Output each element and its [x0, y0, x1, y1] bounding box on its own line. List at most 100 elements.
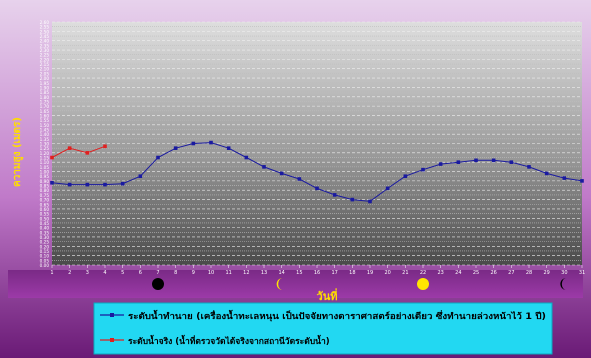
- x-tick-label: 29: [543, 270, 549, 276]
- y-tick-label: 2.35: [40, 43, 50, 48]
- x-tick-label: 5: [121, 270, 124, 276]
- x-tick-label: 25: [473, 270, 479, 276]
- y-axis-label: ความสูง (เมตร): [12, 117, 24, 187]
- data-point-predicted: [85, 182, 90, 187]
- legend-marker-predicted: [110, 313, 114, 317]
- data-point-predicted: [120, 181, 125, 186]
- x-axis-label: วันที่: [317, 288, 338, 303]
- y-tick-label: 0.90: [40, 179, 50, 184]
- x-tick-label: 7: [156, 270, 159, 276]
- data-point-predicted: [438, 162, 443, 166]
- data-point-predicted: [156, 155, 160, 160]
- y-tick-label: 1.45: [40, 127, 50, 132]
- legend-label-predicted: ระดับน้ำทำนาย (เครื่องน้ำทะเลหนุน เป็นปั…: [128, 309, 546, 322]
- y-tick-label: 2.50: [40, 29, 50, 34]
- moon-phases: [152, 278, 567, 290]
- y-tick-label: 2.15: [40, 62, 50, 67]
- x-tick-label: 23: [437, 270, 443, 276]
- y-tick-label: 1.80: [40, 95, 50, 100]
- data-point-predicted: [332, 193, 337, 197]
- y-tick-label: 1.70: [40, 104, 50, 109]
- y-tick-label: 0.20: [40, 244, 50, 249]
- y-tick-label: 1.35: [40, 137, 50, 142]
- y-tick-label: 0.15: [40, 249, 50, 254]
- y-tick-label: 1.90: [40, 85, 50, 90]
- x-tick-label: 6: [139, 270, 142, 276]
- x-tick-label: 20: [384, 270, 390, 276]
- y-tick-label: 1.10: [40, 160, 50, 165]
- y-tick-label: 0.65: [40, 202, 50, 207]
- x-tick-label: 9: [192, 270, 195, 276]
- y-tick-label: 1.75: [40, 99, 50, 104]
- x-tick-label: 15: [296, 270, 302, 276]
- data-point-predicted: [103, 182, 107, 187]
- data-point-predicted: [209, 140, 213, 145]
- x-axis-ticks: 1 2 3 4 5 6 7 8 9 10 11 12 13 14 15 16 17 18 19 20 21 22 23 24 2…: [50, 265, 585, 276]
- y-axis-ticks: 0.000.050.100.150.200.250.300.350.400.45…: [40, 20, 50, 268]
- y-tick-label: 0.40: [40, 226, 50, 231]
- data-point-predicted: [315, 186, 319, 191]
- x-tick-label: 14: [278, 270, 284, 276]
- data-point-predicted: [421, 167, 425, 172]
- data-point-predicted: [244, 155, 249, 160]
- data-point-predicted: [50, 180, 54, 185]
- x-tick-label: 2: [68, 270, 71, 276]
- x-tick-label: 17: [331, 270, 337, 276]
- series-lines: [50, 140, 584, 204]
- x-tick-label: 13: [261, 270, 267, 276]
- y-tick-label: 2.00: [40, 76, 50, 81]
- x-tick-label: 18: [349, 270, 355, 276]
- x-tick-label: 21: [402, 270, 408, 276]
- new-moon-icon: [152, 278, 164, 290]
- data-point-predicted: [279, 171, 284, 176]
- y-tick-label: 1.85: [40, 90, 50, 95]
- waning-moon-icon: [560, 278, 567, 290]
- y-tick-label: 0.55: [40, 212, 50, 217]
- y-tick-label: 2.60: [40, 20, 50, 25]
- x-tick-label: 3: [86, 270, 89, 276]
- y-tick-label: 0.05: [40, 258, 50, 263]
- legend-label-observed: ระดับน้ำจริง (น้ำที่ตรวจวัดได้จริงจากสถา…: [128, 334, 330, 347]
- legend-box: [93, 302, 553, 355]
- data-point-predicted: [491, 158, 496, 163]
- data-point-predicted: [173, 146, 178, 150]
- y-tick-label: 1.95: [40, 81, 50, 86]
- y-tick-label: 1.25: [40, 146, 50, 151]
- y-tick-label: 0.35: [40, 230, 50, 235]
- y-tick-label: 1.60: [40, 113, 50, 118]
- data-point-predicted: [544, 171, 549, 176]
- y-tick-label: 2.25: [40, 53, 50, 58]
- y-tick-label: 0.95: [40, 174, 50, 179]
- y-tick-label: 0.00: [40, 263, 50, 268]
- data-point-predicted: [456, 160, 461, 164]
- y-tick-label: 0.70: [40, 198, 50, 203]
- data-point-predicted: [191, 141, 196, 146]
- data-point-predicted: [350, 197, 355, 202]
- y-tick-label: 0.25: [40, 240, 50, 245]
- series-line-observed: [51, 145, 106, 158]
- y-tick-label: 1.40: [40, 132, 50, 137]
- y-tick-label: 1.65: [40, 109, 50, 114]
- x-tick-label: 26: [490, 270, 496, 276]
- x-tick-label: 27: [508, 270, 514, 276]
- x-tick-label: 22: [420, 270, 426, 276]
- full-moon-icon: [417, 278, 429, 290]
- data-point-predicted: [474, 158, 478, 163]
- data-point-observed: [50, 155, 54, 160]
- legend-marker-observed: [110, 338, 114, 342]
- data-point-observed: [67, 146, 72, 150]
- x-tick-label: 30: [561, 270, 567, 276]
- y-tick-label: 1.55: [40, 118, 50, 123]
- y-tick-label: 0.50: [40, 216, 50, 221]
- data-point-predicted: [403, 174, 408, 179]
- x-tick-label: 24: [455, 270, 461, 276]
- data-point-predicted: [297, 177, 302, 181]
- gridlines: [52, 21, 582, 266]
- y-tick-label: 1.00: [40, 170, 50, 175]
- y-tick-label: 1.50: [40, 123, 50, 128]
- y-tick-label: 2.45: [40, 34, 50, 39]
- data-point-observed: [103, 144, 107, 149]
- y-tick-label: 0.10: [40, 254, 50, 259]
- y-tick-label: 0.80: [40, 188, 50, 193]
